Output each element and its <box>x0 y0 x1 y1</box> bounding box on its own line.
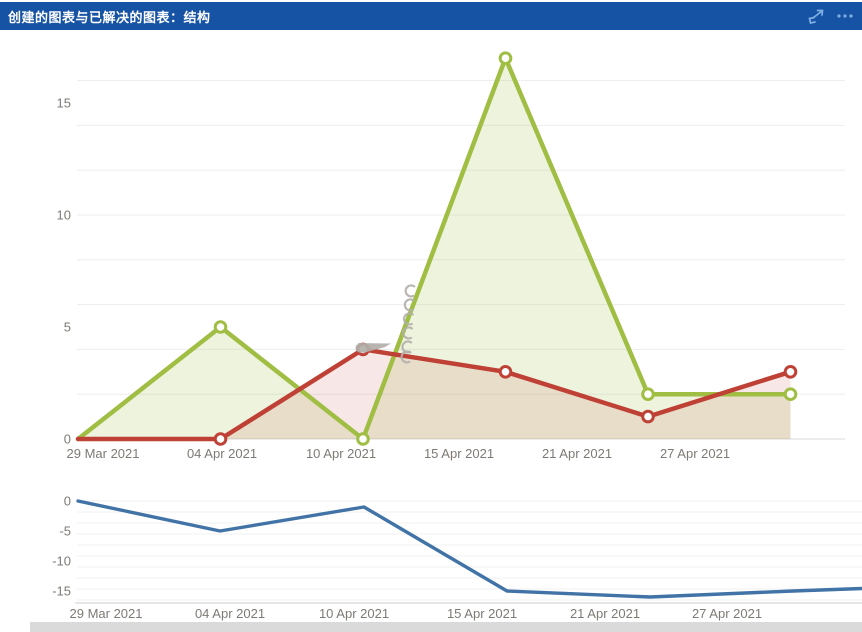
gadget-title: 创建的图表与已解决的图表：结构 <box>8 9 211 25</box>
y-tick-label: 15 <box>57 96 71 111</box>
expand-diagonal-arrows-icon[interactable] <box>806 7 826 25</box>
x-tick-label: 29 Mar 2021 <box>67 446 140 461</box>
gadget-header: 创建的图表与已解决的图表：结构 <box>0 2 862 30</box>
x-tick-label: 15 Apr 2021 <box>424 446 494 461</box>
red-series-marker[interactable] <box>498 365 513 379</box>
y-tick-label: 5 <box>64 320 71 335</box>
x-tick-label: 10 Apr 2021 <box>306 446 376 461</box>
green-series-area <box>78 58 791 439</box>
top-chart: 0 5 10 15 29 Mar 2021 04 Apr 2021 10 Apr 2021 1… <box>57 51 845 461</box>
y-tick-label: 0 <box>64 494 71 509</box>
green-series-marker[interactable] <box>641 387 655 402</box>
green-series-marker[interactable] <box>783 387 798 402</box>
ellipsis-more-icon[interactable] <box>836 12 854 20</box>
y-tick-label: -10 <box>52 554 71 569</box>
red-series-marker[interactable] <box>783 365 798 379</box>
green-series-marker[interactable] <box>356 432 370 446</box>
red-series-line <box>75 347 793 442</box>
x-tick-label: 04 Apr 2021 <box>195 606 265 621</box>
x-tick-label: 10 Apr 2021 <box>319 606 389 621</box>
y-tick-label: -5 <box>59 524 71 539</box>
x-tick-label: 15 Apr 2021 <box>447 606 517 621</box>
x-tick-label: 21 Apr 2021 <box>542 446 612 461</box>
red-series-marker[interactable] <box>641 409 655 424</box>
bottom-chart: 0 -5 -10 -15 29 Mar 2021 04 Apr 2021 10 Apr 20… <box>52 494 862 621</box>
red-series-marker[interactable] <box>213 432 228 446</box>
blue-series-line <box>76 499 862 599</box>
x-tick-label: 04 Apr 2021 <box>187 446 257 461</box>
green-series-marker[interactable] <box>213 320 228 334</box>
x-tick-label: 27 Apr 2021 <box>692 606 762 621</box>
x-tick-label: 27 Apr 2021 <box>660 446 730 461</box>
y-tick-label: -15 <box>52 584 71 599</box>
grey-vertical-scribble-icon <box>400 284 416 364</box>
green-series-line <box>75 55 793 442</box>
gadget-header-icons <box>806 7 854 25</box>
horizontal-scrollbar-track[interactable] <box>30 622 862 632</box>
x-tick-label: 29 Mar 2021 <box>70 606 143 621</box>
green-series-marker[interactable] <box>498 51 513 66</box>
grey-cursor-arrow-icon <box>355 343 391 353</box>
x-tick-label: 21 Apr 2021 <box>570 606 640 621</box>
y-tick-label: 10 <box>57 208 71 223</box>
y-tick-label: 0 <box>64 432 71 447</box>
